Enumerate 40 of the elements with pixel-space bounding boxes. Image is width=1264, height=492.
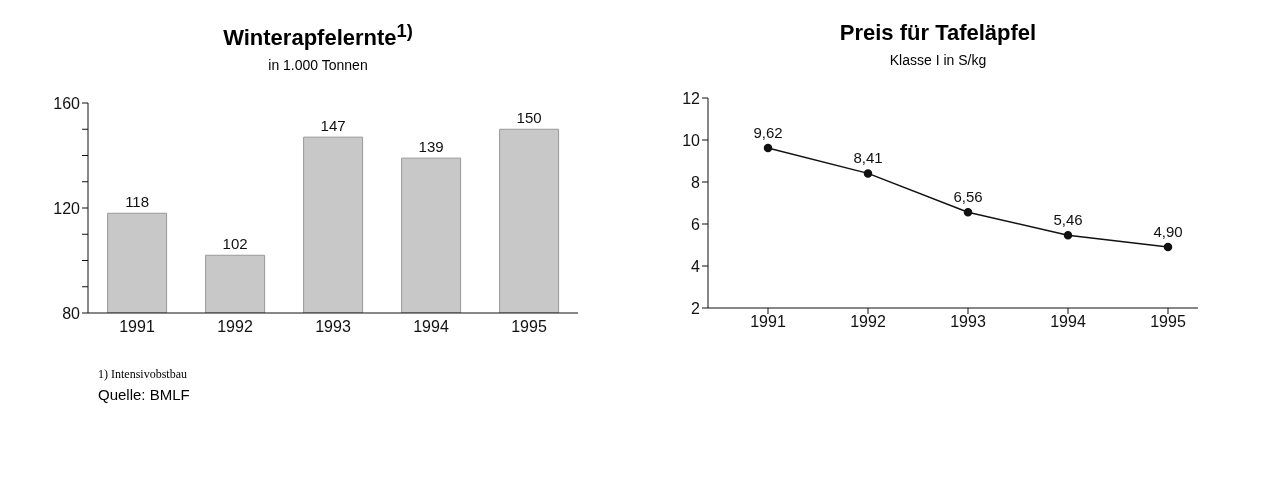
- text: 1) Intensivobstbau: [98, 367, 188, 383]
- y-tick-label: 160: [53, 95, 81, 113]
- point: [863, 169, 873, 178]
- y-tick-label: 4: [691, 257, 701, 275]
- y-tick-label: 2: [691, 299, 701, 317]
- x-tick-label: 1995: [1150, 313, 1186, 331]
- y-tick-label: 6: [691, 215, 701, 233]
- chart-subtitle: Klasse I in S/kg: [888, 52, 988, 68]
- data-label: 8,41: [853, 149, 883, 167]
- source-note: Quelle: BMLF: [98, 386, 191, 404]
- x-tick-label: 1993: [950, 313, 986, 331]
- point: [1163, 242, 1173, 252]
- x-tick-label: 1993: [315, 318, 351, 336]
- x-tick-label: 1991: [119, 318, 155, 336]
- data-label: 9,62: [753, 123, 783, 141]
- y-tick-label: 120: [53, 200, 81, 218]
- y-tick-label: 80: [62, 305, 81, 323]
- data-label: 139: [418, 138, 444, 156]
- y-tick-label: 8: [691, 173, 701, 191]
- y-tick-label: 12: [682, 89, 701, 107]
- chart-title: Preis für Tafeläpfel: [838, 20, 1038, 46]
- data-label: 4,90: [1153, 223, 1183, 241]
- y-tick-label: 10: [682, 131, 701, 149]
- data-label: 6,56: [953, 188, 983, 206]
- x-tick-label: 1994: [413, 318, 449, 336]
- data-label: 102: [222, 235, 248, 253]
- x-tick-label: 1992: [850, 313, 886, 331]
- x-tick-label: 1995: [511, 318, 547, 336]
- chart-title: Winterapfelernte$^{1)}$: [222, 20, 414, 52]
- data-label: 147: [320, 117, 346, 135]
- point: [1063, 231, 1073, 240]
- chart-subtitle: in 1.000 Tonnen: [267, 57, 369, 74]
- x-tick-label: 1994: [1050, 313, 1086, 331]
- point: [963, 207, 973, 217]
- x-tick-label: 1992: [217, 318, 253, 336]
- data-label: 5,46: [1053, 211, 1083, 229]
- data-label: 118: [125, 193, 150, 211]
- data-label: 150: [516, 109, 542, 127]
- x-tick-label: 1991: [750, 313, 786, 331]
- point: [763, 143, 773, 153]
